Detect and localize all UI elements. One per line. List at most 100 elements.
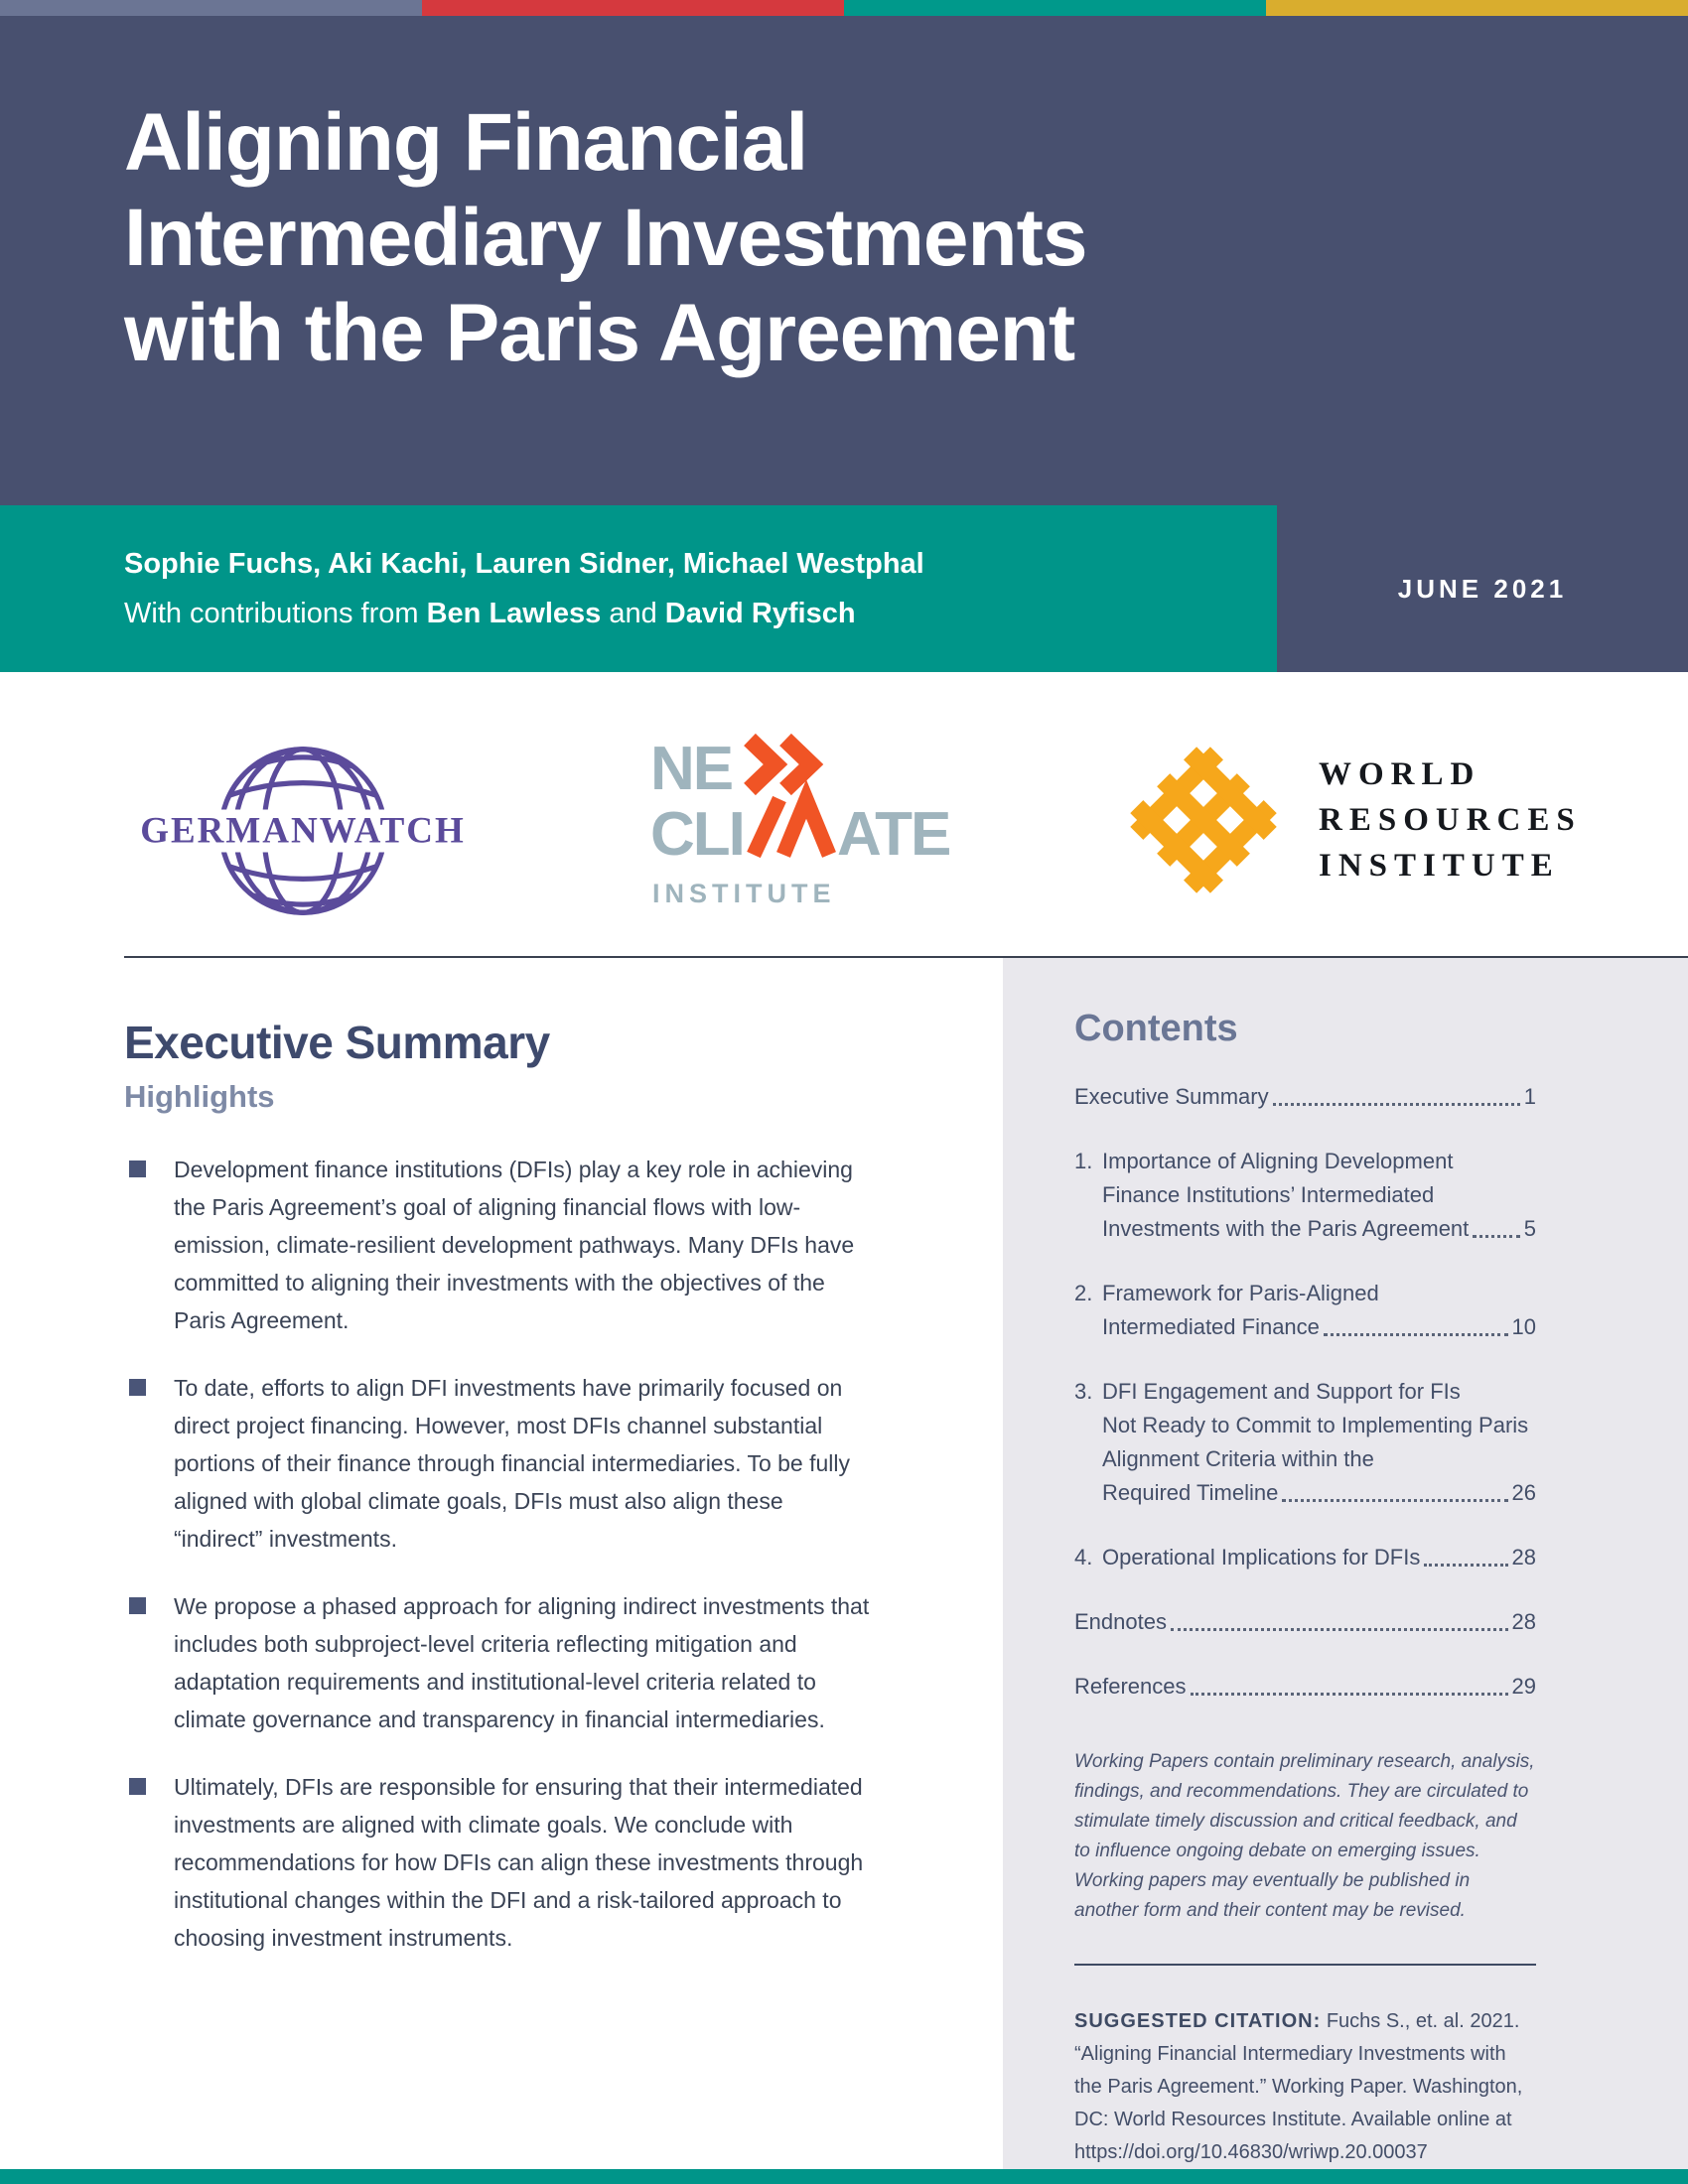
newclimate-m-peak xyxy=(776,779,836,858)
bullet-text: We propose a phased approach for alignin… xyxy=(174,1593,870,1733)
authors-band: Sophie Fuchs, Aki Kachi, Lauren Sidner, … xyxy=(0,505,1277,673)
toc-entry-text: Finance Institutions’ Intermediated xyxy=(1102,1182,1435,1208)
bullet-square-icon xyxy=(129,1597,146,1615)
toc-entry-text: Required Timeline xyxy=(1102,1480,1279,1506)
toc-entry-text: Endnotes xyxy=(1074,1609,1167,1635)
newclimate-ate: ATE xyxy=(837,800,949,869)
germanwatch-logo: GERMANWATCH xyxy=(124,742,482,920)
main-area: Executive Summary Highlights Development… xyxy=(0,956,1688,2170)
toc-line: Alignment Criteria within the xyxy=(1074,1442,1536,1476)
newclimate-cli: CLI xyxy=(650,800,744,869)
newclimate-ne: NE xyxy=(650,735,732,803)
citation-label: SUGGESTED CITATION: xyxy=(1074,2010,1322,2033)
bullet-square-icon xyxy=(129,1379,146,1397)
toc-entry: 4. Operational Implications for DFIs 28 xyxy=(1074,1541,1536,1574)
bottom-color-bar xyxy=(0,2169,1688,2184)
newclimate-institute: INSTITUTE xyxy=(652,879,836,908)
toc-line: Executive Summary 1 xyxy=(1074,1080,1536,1114)
citation-divider xyxy=(1074,1964,1536,1967)
bullet-text: To date, efforts to align DFI investment… xyxy=(174,1375,851,1553)
highlights-heading: Highlights xyxy=(124,1079,275,1115)
toc-entry: 3. DFI Engagement and Support for FIs Not … xyxy=(1074,1375,1536,1510)
authors-line: Sophie Fuchs, Aki Kachi, Lauren Sidner, … xyxy=(124,547,924,580)
bullet-text: Development finance institutions (DFIs) … xyxy=(174,1157,855,1334)
executive-summary-heading: Executive Summary xyxy=(124,1017,550,1069)
toc-line: 2. Framework for Paris-Aligned xyxy=(1074,1277,1536,1310)
divider-rule xyxy=(124,956,1688,959)
toc-page-number: 26 xyxy=(1511,1480,1536,1506)
page-title-line-3: with the Paris Agreement xyxy=(124,287,1075,378)
page-title-line-1: Aligning Financial xyxy=(124,96,808,188)
toc-entry: 1. Importance of Aligning Development Fina… xyxy=(1074,1145,1536,1246)
toc-entry-text: Investments with the Paris Agreement xyxy=(1102,1216,1470,1242)
newclimate-w-chevron-2 xyxy=(779,733,824,796)
newclimate-w-chevron-1 xyxy=(744,733,788,796)
toc-line: Investments with the Paris Agreement 5 xyxy=(1074,1212,1536,1246)
toc-dot-leader xyxy=(1190,1693,1508,1697)
toc-page-number: 29 xyxy=(1511,1674,1536,1700)
highlight-bullet-item: We propose a phased approach for alignin… xyxy=(124,1587,904,1738)
toc-dot-leader xyxy=(1272,1103,1520,1107)
strip-segment-teal xyxy=(844,0,1266,16)
toc-list: Executive Summary 1 1. Importance of Aligni… xyxy=(1074,1080,1536,1704)
toc-page-number: 28 xyxy=(1511,1609,1536,1635)
newclimate-m-slash xyxy=(747,795,786,859)
toc-line: 1. Importance of Aligning Development xyxy=(1074,1145,1536,1178)
toc-entry-text: Intermediated Finance xyxy=(1102,1314,1320,1340)
highlight-bullet-item: Ultimately, DFIs are responsible for ens… xyxy=(124,1768,904,1957)
wri-wordmark: WORLD RESOURCES INSTITUTE xyxy=(1319,751,1582,888)
bullet-square-icon xyxy=(129,1160,146,1178)
contrib-and: and xyxy=(601,597,665,629)
toc-line: 3. DFI Engagement and Support for FIs xyxy=(1074,1375,1536,1409)
top-color-strip xyxy=(0,0,1688,16)
strip-segment-slate xyxy=(0,0,422,16)
toc-entry-number: 4. xyxy=(1074,1545,1093,1570)
wri-word-resources: RESOURCES xyxy=(1319,802,1582,839)
toc-entry: Executive Summary 1 xyxy=(1074,1080,1536,1114)
wri-logo: WORLD RESOURCES INSTITUTE xyxy=(1120,737,1582,903)
toc-entry-text: DFI Engagement and Support for FIs xyxy=(1102,1379,1461,1405)
contents-sidebar: Contents Executive Summary 1 1. Importance … xyxy=(1003,956,1688,2170)
toc-entry-text: References xyxy=(1074,1674,1187,1700)
toc-line: 4. Operational Implications for DFIs 28 xyxy=(1074,1541,1536,1574)
toc-page-number: 10 xyxy=(1511,1314,1536,1340)
wri-lattice-icon xyxy=(1123,740,1284,900)
toc-dot-leader xyxy=(1170,1628,1508,1632)
toc-entry-text: Not Ready to Commit to Implementing Pari… xyxy=(1102,1413,1529,1438)
toc-entry: References 29 xyxy=(1074,1670,1536,1704)
contrib-name-2: David Ryfisch xyxy=(664,597,856,629)
toc-entry-number: 2. xyxy=(1074,1281,1093,1306)
strip-segment-red xyxy=(422,0,844,16)
toc-dot-leader xyxy=(1282,1499,1508,1503)
toc-line: Intermediated Finance 10 xyxy=(1074,1310,1536,1344)
contrib-name-1: Ben Lawless xyxy=(426,597,602,629)
working-papers-note: Working Papers contain preliminary resea… xyxy=(1074,1751,1535,1922)
highlights-list: Development finance institutions (DFIs) … xyxy=(124,1151,904,1957)
toc-page-number: 1 xyxy=(1523,1084,1536,1110)
highlight-bullet-item: Development finance institutions (DFIs) … xyxy=(124,1151,904,1339)
highlight-bullet-item: To date, efforts to align DFI investment… xyxy=(124,1369,904,1558)
toc-dot-leader xyxy=(1424,1564,1508,1568)
toc-line: Endnotes 28 xyxy=(1074,1605,1536,1639)
contrib-prefix: With contributions from xyxy=(124,597,427,629)
toc-page-number: 5 xyxy=(1523,1216,1536,1242)
bullet-text: Ultimately, DFIs are responsible for ens… xyxy=(174,1774,864,1952)
toc-line: References 29 xyxy=(1074,1670,1536,1704)
toc-line: Required Timeline 26 xyxy=(1074,1476,1536,1510)
toc-entry-text: Operational Implications for DFIs xyxy=(1102,1545,1421,1570)
toc-page-number: 28 xyxy=(1511,1545,1536,1570)
toc-entry-number: 1. xyxy=(1074,1149,1093,1174)
toc-entry: 2. Framework for Paris-Aligned Intermediat… xyxy=(1074,1277,1536,1344)
suggested-citation: SUGGESTED CITATION: Fuchs S., et. al. 20… xyxy=(1074,2005,1536,2169)
citation-text: Fuchs S., et. al. 2021. “Aligning Financ… xyxy=(1074,2010,1523,2164)
strip-segment-yellow xyxy=(1266,0,1688,16)
toc-dot-leader xyxy=(1323,1333,1508,1337)
contents-heading: Contents xyxy=(1074,1008,1238,1050)
wri-word-institute: INSTITUTE xyxy=(1319,848,1560,885)
germanwatch-wordmark: GERMANWATCH xyxy=(132,809,474,853)
toc-entry-text: Framework for Paris-Aligned xyxy=(1102,1281,1379,1306)
toc-line: Finance Institutions’ Intermediated xyxy=(1074,1178,1536,1212)
toc-dot-leader xyxy=(1473,1235,1520,1239)
page-title-line-2: Intermediary Investments xyxy=(124,192,1088,283)
logo-band: GERMANWATCH NE CLI ATE INSTITUTE xyxy=(0,672,1688,957)
